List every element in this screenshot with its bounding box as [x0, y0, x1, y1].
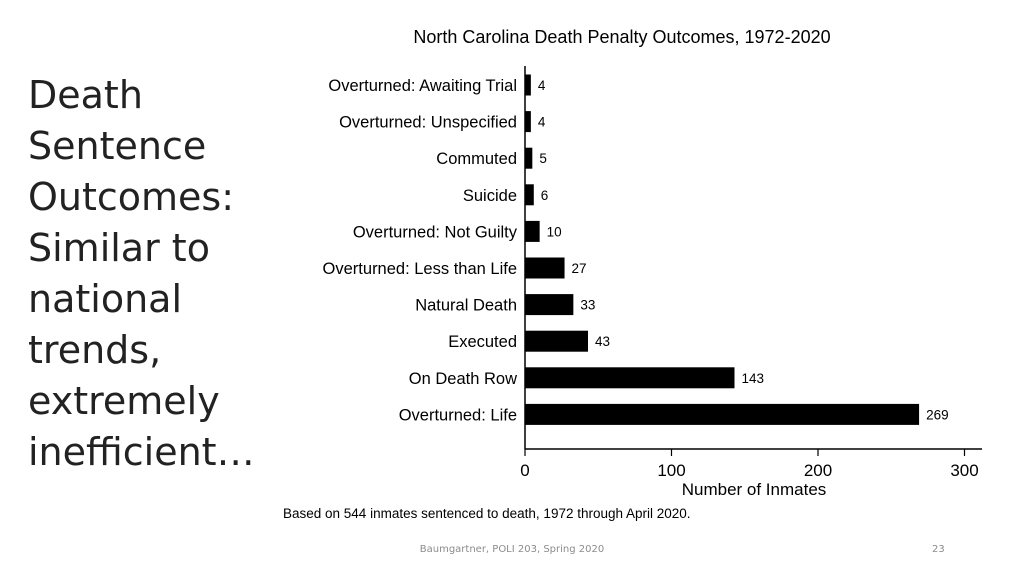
- title-line: extremely: [28, 379, 220, 423]
- data-label: 27: [572, 261, 587, 276]
- data-label: 143: [741, 371, 764, 386]
- x-tick-label: 100: [657, 461, 685, 480]
- bar: [525, 294, 574, 316]
- slide-title: Death Sentence Outcomes: Similar to nati…: [28, 70, 278, 478]
- bar: [525, 220, 540, 242]
- data-label: 269: [926, 407, 949, 422]
- bar: [525, 111, 531, 133]
- data-label: 6: [541, 188, 549, 203]
- category-label: Commuted: [436, 150, 517, 168]
- bars-layer: Overturned: Awaiting Trial 4 Overturned: U…: [323, 74, 949, 425]
- data-label: 4: [538, 115, 546, 130]
- chart-title: North Carolina Death Penalty Outcomes, 1…: [413, 27, 830, 47]
- title-line: Death: [28, 73, 143, 117]
- category-label: Suicide: [463, 187, 517, 205]
- x-axis-label: Number of Inmates: [682, 480, 827, 499]
- x-tick-label: 0: [520, 461, 529, 480]
- data-label: 10: [547, 224, 562, 239]
- title-line: Similar to: [28, 226, 210, 270]
- data-label: 33: [580, 298, 595, 313]
- bar: [525, 74, 531, 96]
- title-line: trends,: [28, 328, 162, 372]
- chart-note: Based on 544 inmates sentenced to death,…: [283, 506, 691, 521]
- x-tick-label: 200: [804, 461, 832, 480]
- category-label: On Death Row: [409, 370, 517, 388]
- bar: [525, 403, 920, 425]
- x-tick-label: 300: [950, 461, 978, 480]
- data-label: 4: [538, 78, 546, 93]
- bar: [525, 367, 735, 389]
- data-label: 5: [539, 151, 547, 166]
- category-label: Overturned: Not Guilty: [353, 223, 518, 241]
- bar: [525, 147, 533, 169]
- category-label: Overturned: Unspecified: [339, 114, 517, 132]
- title-line: national: [28, 277, 183, 321]
- category-label: Overturned: Less than Life: [323, 260, 517, 278]
- slide-footer: Baumgartner, POLI 203, Spring 2020: [419, 544, 605, 555]
- bar: [525, 257, 565, 279]
- bar: [525, 184, 534, 206]
- category-label: Executed: [448, 333, 517, 351]
- title-line: inefficient…: [28, 430, 255, 474]
- x-ticks-layer: 0 100 200 300: [520, 449, 979, 480]
- title-line: Sentence: [28, 124, 207, 168]
- page-number: 23: [932, 544, 945, 555]
- category-label: Overturned: Life: [399, 406, 517, 424]
- category-label: Overturned: Awaiting Trial: [328, 77, 517, 95]
- data-label: 43: [595, 334, 610, 349]
- category-label: Natural Death: [415, 297, 517, 315]
- title-line: Outcomes:: [28, 175, 235, 219]
- bar: [525, 330, 588, 352]
